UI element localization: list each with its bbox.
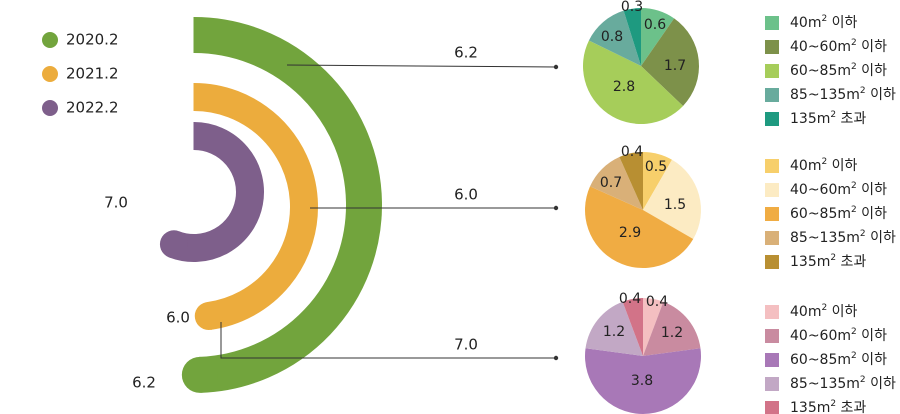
pie-3-legend-label-3: 85~135m2 이하	[790, 375, 896, 393]
pie-3-label-0: 0.4	[646, 294, 668, 310]
pie-3-legend-label-2: 60~85m2 이하	[790, 351, 887, 369]
callout-dot-1	[553, 205, 559, 211]
pie-2-legend-swatch-0	[765, 159, 779, 173]
legend-label-2: 2022.2	[66, 99, 119, 117]
pie-3-slice-0	[643, 298, 664, 356]
pie-3-slice-4	[622, 298, 643, 356]
radial-value-label-1: 6.0	[166, 309, 190, 327]
pie-1-legend-swatch-4	[765, 112, 779, 126]
radial-bar-start-2	[193, 122, 195, 150]
pie-1-legend-label-2: 60~85m2 이하	[790, 62, 887, 80]
pie-2-legend-swatch-2	[765, 207, 779, 221]
pie-1-legend-swatch-0	[765, 16, 779, 30]
pie-1-legend-label-4: 135m2 초과	[790, 110, 866, 128]
pie-3-label-2: 3.8	[631, 373, 653, 389]
radial-bar-2	[168, 122, 264, 262]
pie-2-label-4: 0.4	[621, 144, 643, 160]
pie-3-legend-swatch-0	[765, 305, 779, 319]
pie-3-slice-1	[643, 301, 701, 356]
pie-1-label-4: 0.3	[621, 0, 643, 15]
callout-line-2	[220, 322, 556, 359]
pie-1-slice-3	[588, 10, 641, 66]
pie-1-label-2: 2.8	[613, 79, 635, 95]
legend-dot-1	[42, 66, 58, 82]
pie-2-legend-label-0: 40m2 이하	[790, 157, 858, 175]
pie-3-label-3: 1.2	[603, 324, 625, 340]
pie-2-slice-2	[584, 186, 694, 269]
pie-2-slice-3	[590, 157, 643, 210]
callout-label-1: 6.0	[454, 186, 478, 204]
pie-2-slice-0	[643, 152, 672, 210]
pie-3-legend-label-4: 135m2 초과	[790, 399, 866, 414]
pie-2-label-0: 0.5	[645, 159, 667, 175]
legend-dot-2	[42, 100, 58, 116]
pie-3-legend-swatch-4	[765, 401, 779, 414]
radial-bar-end-cap-0	[181, 356, 218, 393]
pie-1-legend-label-3: 85~135m2 이하	[790, 86, 896, 104]
pie-3-legend-label-1: 40~60m2 이하	[790, 327, 887, 345]
pie-1-slice-2	[582, 40, 684, 125]
pie-1-legend-label-1: 40~60m2 이하	[790, 38, 887, 56]
pie-3-slice-2	[585, 348, 701, 414]
pie-1-legend-swatch-3	[765, 88, 779, 102]
pie-2-legend-label-3: 85~135m2 이하	[790, 229, 896, 247]
pie-1-legend-swatch-2	[765, 64, 779, 78]
pie-3-legend-label-0: 40m2 이하	[790, 303, 858, 321]
pie-3-legend-swatch-2	[765, 353, 779, 367]
pie-3-label-4: 0.4	[619, 291, 641, 307]
legend-label-0: 2020.2	[66, 31, 119, 49]
pie-1-legend-label-0: 40m2 이하	[790, 14, 858, 32]
pie-2-label-3: 0.7	[600, 175, 622, 191]
radial-bar-end-cap-1	[194, 302, 223, 331]
pie-3-legend-swatch-1	[765, 329, 779, 343]
radial-bar-start-0	[193, 17, 195, 53]
radial-bar-0	[193, 17, 382, 393]
pie-2-legend-swatch-1	[765, 183, 779, 197]
pie-3-legend-swatch-3	[765, 377, 779, 391]
legend-dot-0	[42, 32, 58, 48]
pie-1-label-1: 1.7	[664, 58, 686, 74]
callout-label-2: 7.0	[454, 336, 478, 354]
callout-dot-0	[553, 64, 559, 70]
pie-3-label-1: 1.2	[661, 325, 683, 341]
pie-1-slice-4	[623, 8, 641, 66]
pie-2-slice-1	[643, 159, 702, 239]
pie-2-legend-label-4: 135m2 초과	[790, 253, 866, 271]
pie-2-legend-label-1: 40~60m2 이하	[790, 181, 887, 199]
pie-2-label-2: 2.9	[619, 225, 641, 241]
legend-label-1: 2021.2	[66, 65, 119, 83]
pie-2-legend-label-2: 60~85m2 이하	[790, 205, 887, 223]
radial-bar-end-cap-2	[159, 230, 188, 259]
pie-1-label-3: 0.8	[601, 29, 623, 45]
pie-1-slice-0	[641, 8, 675, 66]
radial-value-label-2: 7.0	[104, 194, 128, 212]
pie-2-slice-4	[619, 152, 643, 210]
callout-line-0	[286, 64, 557, 68]
pie-2-legend-swatch-4	[765, 255, 779, 269]
pie-3-slice-3	[585, 301, 643, 356]
callout-label-0: 6.2	[454, 44, 478, 62]
pie-1-slice-1	[641, 18, 699, 106]
radial-value-label-0: 6.2	[132, 374, 156, 392]
radial-bar-1	[193, 83, 318, 330]
pie-2-legend-swatch-3	[765, 231, 779, 245]
pie-1-legend-swatch-1	[765, 40, 779, 54]
callout-dot-2	[553, 355, 559, 361]
pie-1-label-0: 0.6	[644, 17, 666, 33]
radial-bar-start-1	[193, 83, 195, 111]
pie-2-label-1: 1.5	[664, 197, 686, 213]
